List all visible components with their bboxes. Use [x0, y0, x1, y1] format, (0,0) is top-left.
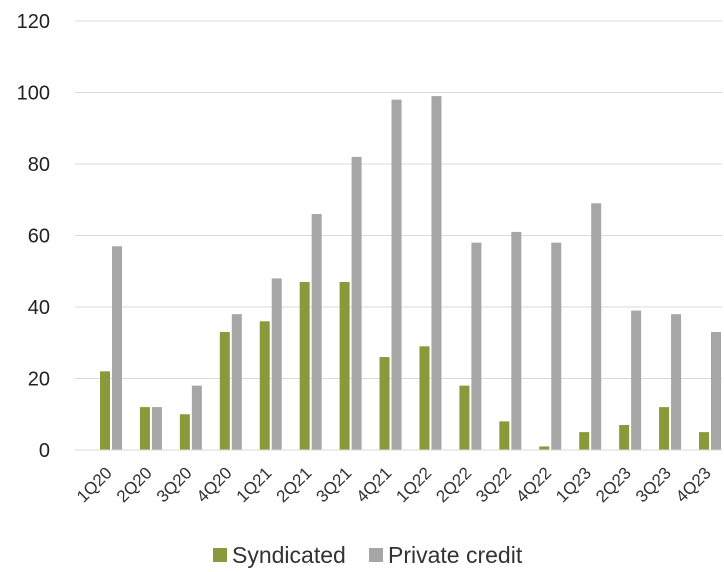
x-tick-label: 2Q21: [273, 463, 316, 506]
x-tick-label: 1Q22: [392, 463, 435, 506]
syndicated-bar-2Q21: [299, 281, 310, 450]
private-credit-bar-2Q20: [151, 407, 162, 450]
x-tick-label: 3Q22: [472, 463, 515, 506]
syndicated-bar-3Q20: [179, 414, 190, 450]
syndicated-bar-4Q22: [539, 446, 550, 450]
syndicated-bar-1Q22: [419, 346, 430, 450]
x-tick-label: 4Q23: [672, 463, 715, 506]
x-tick-label: 4Q21: [353, 463, 396, 506]
x-tick-label: 1Q21: [233, 463, 276, 506]
y-tick-label: 120: [17, 11, 50, 33]
private-credit-bar-4Q23: [711, 332, 721, 450]
syndicated-bar-1Q21: [259, 321, 270, 450]
syndicated-bar-3Q23: [659, 407, 670, 450]
x-tick-label: 2Q23: [592, 463, 635, 506]
legend-swatch-private-credit: [369, 548, 383, 562]
private-credit-bar-3Q23: [671, 314, 682, 450]
private-credit-bar-4Q20: [231, 314, 242, 450]
private-credit-bar-2Q21: [311, 214, 322, 450]
y-tick-label: 100: [17, 83, 50, 105]
private-credit-bar-2Q22: [471, 242, 482, 450]
x-axis: 1Q202Q203Q204Q201Q212Q213Q214Q211Q222Q22…: [73, 449, 722, 506]
legend-label-syndicated: Syndicated: [232, 542, 346, 568]
private-credit-bar-1Q20: [112, 246, 122, 450]
syndicated-bar-2Q22: [459, 385, 470, 450]
private-credit-bar-1Q23: [591, 203, 602, 450]
private-credit-bar-4Q21: [391, 99, 402, 451]
syndicated-bar-1Q23: [579, 432, 590, 451]
x-tick-label: 2Q20: [113, 463, 156, 506]
y-tick-label: 40: [28, 297, 50, 319]
private-credit-bar-1Q21: [271, 278, 282, 450]
y-axis: 0 20 40 60 80 100 120: [17, 11, 50, 462]
x-tick-label: 3Q21: [313, 463, 356, 506]
x-tick-label: 2Q22: [432, 463, 475, 506]
syndicated-bar-3Q22: [499, 421, 510, 450]
bars: [100, 96, 721, 451]
private-credit-bar-3Q20: [191, 385, 202, 450]
y-tick-label: 60: [28, 226, 50, 248]
x-tick-label: 3Q23: [632, 463, 675, 506]
private-credit-bar-4Q22: [551, 242, 562, 450]
x-tick-label: 1Q23: [552, 463, 595, 506]
syndicated-bar-4Q21: [379, 357, 390, 450]
x-tick-label: 4Q22: [512, 463, 555, 506]
syndicated-bar-2Q23: [619, 424, 630, 450]
syndicated-bar-1Q20: [100, 371, 110, 450]
private-credit-bar-3Q22: [511, 231, 522, 450]
y-tick-label: 80: [28, 154, 50, 176]
legend: Syndicated Private credit: [213, 542, 523, 568]
y-tick-label: 0: [39, 440, 50, 462]
x-tick-label: 3Q20: [153, 463, 196, 506]
syndicated-bar-4Q20: [219, 332, 230, 450]
private-credit-bar-3Q21: [351, 156, 362, 450]
syndicated-bar-4Q23: [699, 432, 709, 451]
private-credit-bar-2Q23: [631, 310, 642, 450]
x-tick-label: 1Q20: [73, 463, 116, 506]
legend-swatch-syndicated: [213, 548, 227, 562]
private-credit-bar-1Q22: [431, 96, 442, 450]
syndicated-bar-3Q21: [339, 281, 350, 450]
legend-label-private-credit: Private credit: [388, 542, 523, 568]
x-tick-label: 4Q20: [193, 463, 236, 506]
y-tick-label: 20: [28, 369, 50, 391]
syndicated-bar-2Q20: [139, 407, 150, 450]
